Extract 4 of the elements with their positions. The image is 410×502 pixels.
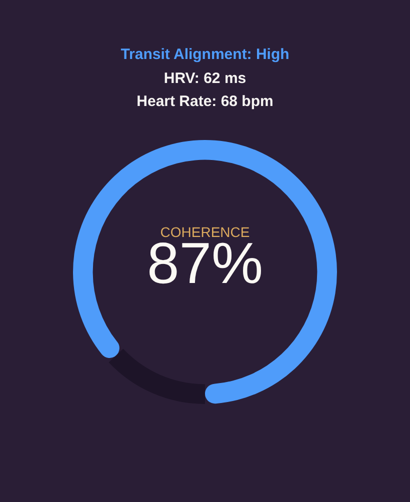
text: HRV: 62 ms [162,68,248,88]
chart-title: Transit Alignment: High [120,45,290,65]
text: Heart Rate: 68 bpm [136,92,274,112]
slice-label: COHERENCE [160,224,250,240]
